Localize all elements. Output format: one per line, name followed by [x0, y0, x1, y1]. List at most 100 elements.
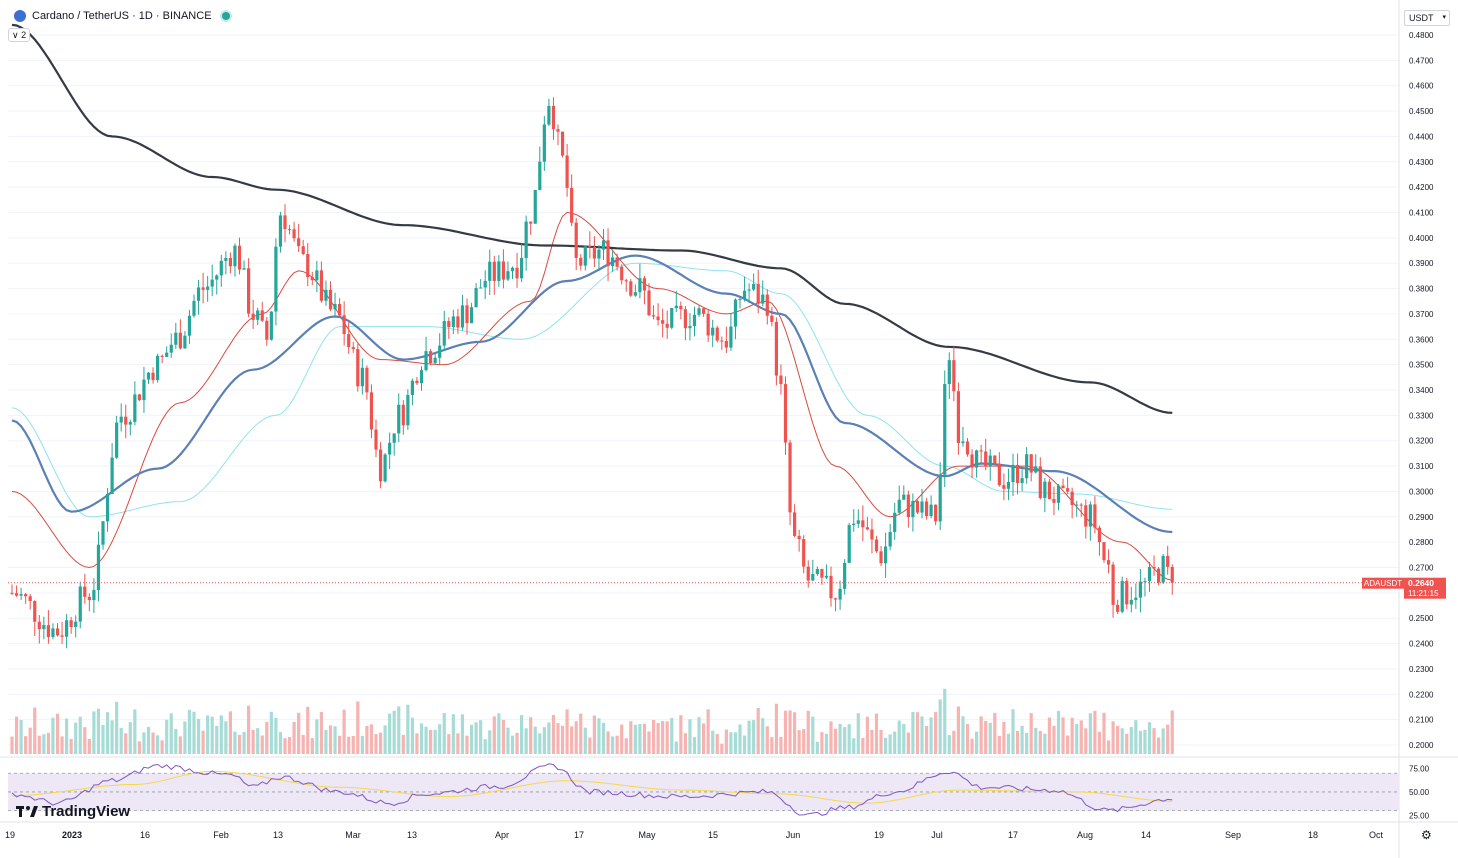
- price-tick-label: 0.2000: [1409, 741, 1434, 750]
- volume-bar: [852, 738, 856, 754]
- candle-body: [915, 500, 920, 513]
- volume-bar: [1147, 722, 1152, 754]
- volume-bar: [383, 725, 387, 754]
- symbol-title[interactable]: Cardano / TetherUS · 1D · BINANCE: [32, 10, 212, 22]
- volume-bar: [33, 707, 37, 754]
- volume-bar: [215, 725, 219, 754]
- candle-body: [597, 249, 601, 259]
- price-tick-label: 0.3900: [1409, 259, 1434, 268]
- volume-bar: [151, 732, 155, 754]
- price-tick-label: 0.3400: [1409, 386, 1434, 395]
- volume-bar: [256, 728, 260, 754]
- candle-body: [369, 392, 374, 430]
- candle-body: [392, 433, 396, 443]
- candle-body: [301, 246, 305, 255]
- price-tick-label: 0.2900: [1409, 513, 1434, 522]
- volume-bar: [1116, 725, 1120, 754]
- candle-body: [733, 299, 738, 327]
- volume-bar: [529, 717, 533, 754]
- volume-bar: [1025, 732, 1029, 754]
- price-axis[interactable]: 0.4800 0.4700 0.4600 0.4500 0.4400 0.4300 0.42…: [1409, 31, 1434, 750]
- candle-body: [874, 539, 879, 552]
- currency-select[interactable]: USDT ▾: [1404, 10, 1450, 26]
- indicator-count: 2: [21, 30, 27, 40]
- candle-body: [1138, 581, 1142, 598]
- price-tick-label: 0.4700: [1409, 56, 1434, 65]
- candle-body: [237, 245, 242, 270]
- volume-bar: [688, 719, 692, 754]
- volume-bar: [210, 716, 214, 754]
- candle-body: [788, 442, 792, 513]
- candle-body: [711, 327, 715, 336]
- volume-bar: [419, 723, 424, 754]
- candle-body: [83, 586, 87, 597]
- indicators-toggle[interactable]: ∨ 2: [8, 28, 31, 42]
- gear-icon[interactable]: ⚙: [1421, 828, 1432, 842]
- candle-body: [297, 238, 301, 247]
- volume-bar: [579, 713, 583, 754]
- volume-bar: [433, 729, 437, 754]
- tradingview-branding[interactable]: TradingView: [16, 803, 130, 820]
- candle-body: [1157, 568, 1161, 583]
- candle-body: [729, 326, 733, 348]
- time-axis[interactable]: 19 2023 16 Feb 13 Mar 13 Apr 17 May 15 Jun 19 Jul 17 Au…: [5, 830, 1384, 840]
- volume-bar: [424, 726, 428, 754]
- volume-bar: [651, 719, 656, 754]
- volume-bar: [802, 729, 806, 754]
- volume-bar: [324, 730, 328, 754]
- price-tick-label: 0.2100: [1409, 716, 1434, 725]
- candle-body: [351, 347, 355, 350]
- candle-body: [924, 501, 929, 517]
- candlesticks[interactable]: [10, 97, 1174, 649]
- volume-bar: [674, 741, 678, 754]
- volume-bar: [1020, 725, 1024, 754]
- price-tick-label: 0.3200: [1409, 437, 1434, 446]
- volume-bar: [1134, 720, 1138, 754]
- volume-bar: [679, 715, 683, 754]
- candle-body: [811, 574, 815, 581]
- candle-body: [679, 305, 683, 310]
- volume-bar: [1102, 712, 1106, 754]
- volume-bar: [538, 733, 542, 754]
- volume-bar: [474, 722, 478, 754]
- rsi-axis: 75.00 50.00 25.00: [1409, 765, 1430, 821]
- candle-body: [542, 124, 546, 162]
- candle-body: [970, 454, 974, 468]
- candle-body: [74, 621, 78, 627]
- candle-body: [574, 222, 578, 258]
- candle-body: [33, 601, 37, 622]
- price-tick-label: 0.2300: [1409, 665, 1434, 674]
- candle-body: [142, 379, 146, 401]
- volume-bar: [265, 721, 269, 754]
- volume-bar: [160, 740, 164, 754]
- candle-body: [620, 266, 624, 281]
- candle-body: [742, 290, 747, 299]
- volume-bar: [447, 734, 451, 754]
- volume-bar: [228, 711, 232, 754]
- volume-bar: [929, 717, 933, 754]
- candle-body: [442, 321, 446, 346]
- candle-body: [146, 372, 151, 380]
- candle-body: [347, 334, 351, 348]
- volume-bar: [615, 735, 619, 754]
- volume-bar: [392, 710, 396, 754]
- volume-bar: [1084, 728, 1088, 754]
- volume-bar: [251, 729, 255, 754]
- candle-body: [661, 320, 665, 324]
- volume-bar: [388, 713, 392, 754]
- volume-bar: [1088, 713, 1092, 754]
- live-status-icon: [221, 12, 230, 20]
- volume-bar: [806, 710, 810, 754]
- candle-body: [1002, 485, 1006, 489]
- volume-bar: [1161, 728, 1165, 754]
- candle-body: [374, 429, 378, 450]
- candle-body: [1066, 488, 1070, 492]
- volume-bar: [14, 716, 19, 754]
- candle-body: [770, 315, 774, 322]
- time-tick-label: 15: [708, 830, 718, 840]
- candle-body: [51, 628, 55, 637]
- candle-body: [1070, 491, 1074, 506]
- candle-body: [1170, 566, 1174, 583]
- candle-body: [419, 370, 424, 384]
